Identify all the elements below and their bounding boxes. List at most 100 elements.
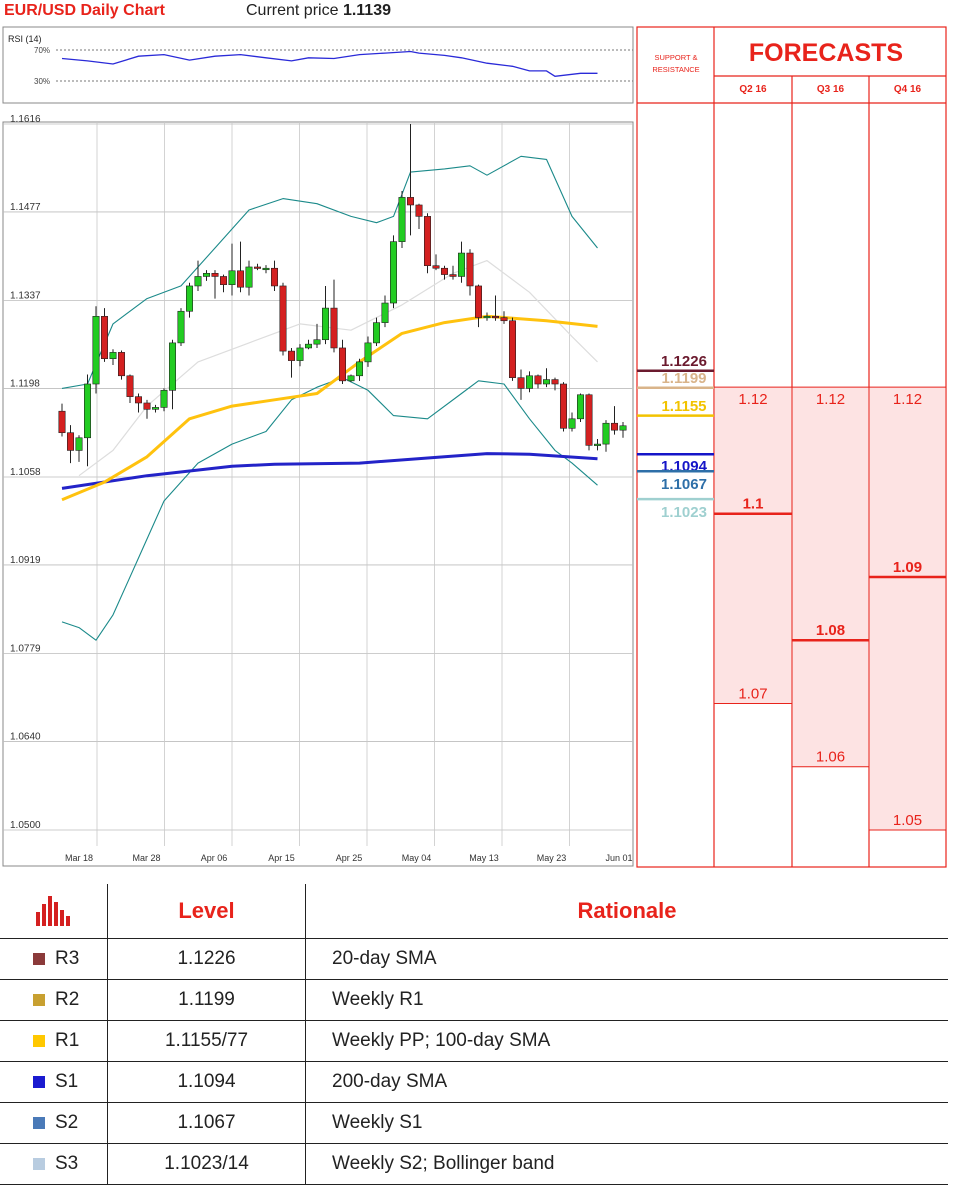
chart-title: EUR/USD Daily Chart [4, 2, 165, 19]
candle-body [372, 322, 380, 344]
table-row: S2 1.1067 Weekly S1 [0, 1102, 948, 1144]
candle [440, 265, 448, 280]
candle-body [237, 270, 245, 288]
table-header-row: Level Rationale [0, 884, 948, 939]
candle [559, 382, 567, 432]
candle [296, 344, 304, 367]
y-tick-label: 1.1337 [10, 291, 41, 302]
candle [525, 371, 533, 393]
level-name: S3 [55, 1152, 79, 1174]
candle-body [389, 241, 397, 304]
sr-level-label: 1.1023 [661, 504, 707, 521]
candle-body [177, 310, 185, 344]
level-name-cell: S2 [0, 1102, 108, 1144]
candle [186, 282, 194, 318]
candle [483, 312, 491, 321]
y-tick-label: 1.1616 [10, 114, 41, 125]
candle-body [220, 276, 228, 285]
candle-body [279, 285, 287, 352]
candle [203, 270, 211, 281]
candle [491, 295, 499, 321]
candle-body [92, 316, 100, 385]
rsi-panel: RSI (14) 70% 30% [2, 26, 634, 104]
level-name: R1 [55, 1029, 80, 1051]
candle [593, 439, 601, 451]
level-swatch [33, 993, 45, 1006]
x-tick-label: Mar 28 [132, 853, 160, 863]
x-tick-label: May 04 [402, 853, 432, 863]
level-name: S2 [55, 1111, 79, 1133]
forecast-range [869, 387, 946, 830]
candle [338, 339, 346, 385]
x-tick-label: Apr 06 [201, 853, 228, 863]
forecast-mid-label: 1.08 [816, 622, 845, 639]
x-tick-label: Apr 25 [336, 853, 363, 863]
candle-body [500, 317, 508, 322]
level-value: 1.1155/77 [107, 1020, 306, 1062]
forecast-low-label: 1.05 [893, 812, 922, 829]
candle-body [483, 316, 491, 319]
forecast-low-label: 1.07 [738, 685, 767, 702]
candle [466, 249, 474, 296]
y-tick-label: 1.0500 [10, 820, 41, 831]
sr-level-label: 1.1067 [661, 476, 707, 493]
candle-body [457, 252, 465, 277]
candle-body [67, 432, 75, 451]
candle-body [135, 396, 143, 404]
candle [347, 374, 355, 383]
x-tick-label: Apr 15 [268, 853, 295, 863]
candle [304, 339, 312, 350]
candle-body [245, 266, 253, 288]
candle-body [160, 390, 168, 408]
eurusd-chart: RSI (14) 70% 30% 1.1616 1.1477 1.1337 1.119… [2, 26, 947, 868]
candle [84, 374, 92, 467]
candle-body [203, 272, 211, 277]
level-rationale: 20-day SMA [305, 938, 948, 980]
level-value: 1.1199 [107, 979, 306, 1021]
candle-body [118, 352, 126, 377]
candle [610, 406, 618, 435]
level-rationale: Weekly R1 [305, 979, 948, 1021]
candle-body [474, 285, 482, 318]
x-tick-label: Jun 01 [605, 853, 632, 863]
level-rationale: Weekly PP; 100-day SMA [305, 1020, 948, 1062]
sr-level-label: 1.1199 [661, 370, 706, 387]
candle-body [619, 425, 627, 431]
candle [126, 374, 134, 403]
candle-body [186, 285, 194, 312]
candle-body [304, 343, 312, 349]
current-price-label: Current price [246, 2, 339, 19]
candle [398, 191, 406, 248]
candle-body [381, 302, 389, 323]
candle [415, 203, 423, 230]
candle-body [126, 375, 134, 397]
forecast-range [714, 387, 792, 704]
y-tick-label: 1.0919 [10, 555, 41, 566]
candle-body [75, 437, 83, 451]
candle-body [296, 347, 304, 361]
y-tick-label: 1.1058 [10, 467, 41, 478]
x-tick-label: May 13 [469, 853, 499, 863]
level-value: 1.1094 [107, 1061, 306, 1103]
candle-body [109, 352, 117, 360]
sr-header-line1: SUPPORT & [654, 53, 697, 62]
table-row: S1 1.1094 200-day SMA [0, 1061, 948, 1103]
candle-body [321, 307, 329, 341]
candle [313, 323, 321, 348]
candle-body [194, 276, 202, 287]
level-name-cell: S3 [0, 1143, 108, 1185]
bar-chart-icon [35, 896, 70, 926]
forecast-high-label: 1.12 [816, 391, 845, 408]
candle-body [169, 342, 177, 391]
forecast-quarter: Q3 16 [817, 84, 845, 95]
candle [262, 265, 270, 274]
candle-body [534, 375, 542, 385]
candle [321, 285, 329, 345]
candle [602, 420, 610, 452]
sma200-line [61, 452, 598, 490]
candle-body [338, 347, 346, 382]
current-price-value: 1.1139 [342, 2, 391, 19]
sr-level-label: 1.1155 [661, 398, 706, 415]
level-swatch [33, 1075, 45, 1088]
candle-body [270, 267, 278, 287]
